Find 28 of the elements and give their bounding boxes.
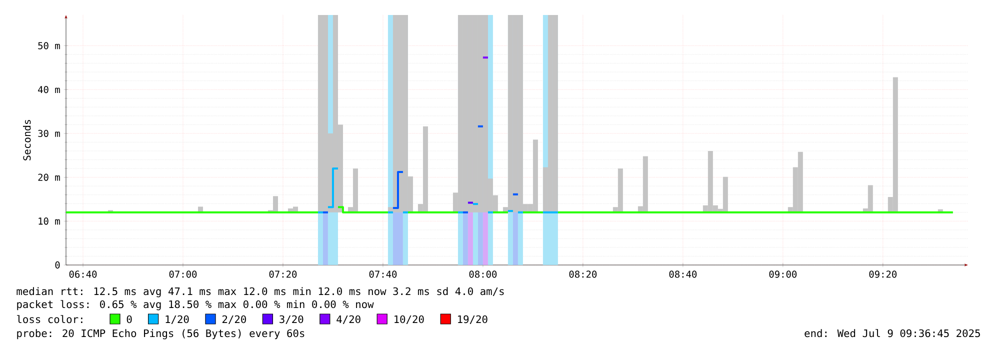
x-tick-label: 08:20 [569,270,597,278]
x-tick-label: 06:40 [69,270,97,278]
text: packet loss: 0.65 % avg 18.50 % max 0.00 % min 0.00 % now [17,300,374,310]
x-tick-label: 08:40 [669,270,697,278]
y-tick-label: 50 m [38,42,60,50]
x-tick-label: 09:00 [769,270,797,278]
y-tick-label: 30 m [38,130,60,138]
legend-title: loss color: [17,315,82,324]
y-tick-label: 20 m [38,174,60,181]
text: median rtt: 12.5 ms avg 47.1 ms max 12.0 ms min 12.0 ms now 3.2 ms sd 4.0 am/s [16,287,504,298]
y-tick-label: 0 [55,261,60,269]
y-tick-label: 10 m [38,218,60,225]
legend-label: 2/20 [222,315,246,324]
legend-label: 0 [126,315,132,324]
y-tick-label: 40 m [38,86,60,94]
x-tick-label: 07:20 [269,270,297,278]
x-tick-label: 07:40 [369,270,397,278]
x-tick-label: 08:00 [469,270,497,278]
y-axis-title: Seconds [23,120,31,160]
x-tick-label: 07:00 [169,270,197,278]
text: end: Wed Jul 9 09:36:45 2025 [804,329,980,338]
legend-label: 19/20 [458,315,488,324]
legend-label: 1/20 [166,315,189,324]
legend-label: 3/20 [280,315,304,324]
legend-label: 10/20 [394,315,424,324]
text: probe: 20 ICMP Echo Pings (56 Bytes) every 60s [17,329,304,340]
x-tick-label: 09:20 [869,270,897,278]
legend-label: 4/20 [336,315,360,324]
